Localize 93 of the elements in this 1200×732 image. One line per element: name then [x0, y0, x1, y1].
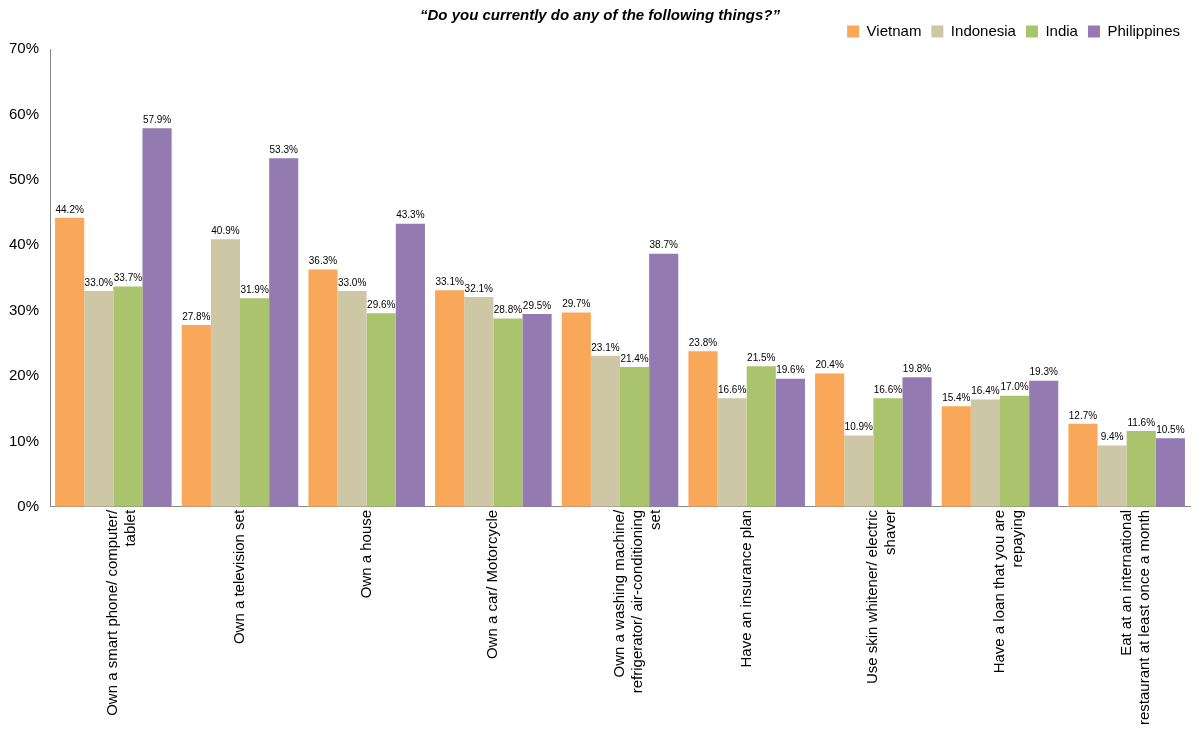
bar — [620, 366, 650, 507]
y-tick-label: 20% — [8, 366, 40, 384]
bar — [902, 377, 932, 507]
bar — [1155, 438, 1185, 507]
x-tick-label: Own a washing machine/ refrigerator/ air-conditioning set — [610, 509, 664, 694]
data-label: 19.3% — [1029, 366, 1058, 378]
bar — [873, 398, 903, 507]
data-label: 12.7% — [1068, 409, 1098, 421]
data-label: 9.4% — [1100, 431, 1124, 443]
bar — [649, 253, 679, 507]
bar — [1126, 431, 1156, 507]
y-tick-label: 50% — [8, 169, 40, 187]
data-label: 31.9% — [240, 283, 269, 295]
data-label: 38.7% — [649, 239, 678, 251]
data-label: 29.6% — [367, 299, 396, 311]
data-label: 15.4% — [942, 391, 971, 403]
bar — [55, 217, 85, 507]
bar — [522, 313, 552, 507]
y-tick-label: 60% — [8, 104, 40, 122]
data-label: 33.7% — [113, 272, 143, 284]
x-tick-label: Have an insurance plan — [736, 509, 754, 668]
data-label: 10.5% — [1156, 423, 1185, 435]
data-label: 44.2% — [55, 203, 84, 215]
legend-label: Vietnam — [866, 21, 922, 39]
legend-label: Indonesia — [950, 21, 1017, 39]
data-label: 19.6% — [776, 364, 805, 376]
y-tick-label: 40% — [8, 235, 40, 253]
data-label: 36.3% — [308, 255, 338, 267]
bar — [1068, 423, 1098, 507]
data-label: 16.4% — [971, 385, 1000, 397]
chart-title: “Do you currently do any of the following things?” — [419, 6, 781, 23]
x-tick-label: Own a smart phone/ computer/ tablet — [103, 509, 139, 716]
bar — [113, 286, 143, 507]
bar — [590, 355, 621, 507]
bar — [210, 239, 241, 507]
bar — [142, 128, 172, 507]
data-label: 33.0% — [84, 276, 114, 288]
bar — [435, 290, 465, 507]
bar — [84, 291, 114, 507]
data-label: 17.0% — [1000, 381, 1029, 393]
bar — [775, 378, 805, 507]
data-label: 29.7% — [562, 298, 591, 310]
bar — [746, 366, 776, 507]
x-tick-label: Have a loan that you are repaying — [990, 509, 1026, 674]
data-label: 43.3% — [396, 209, 425, 221]
bar — [717, 398, 747, 507]
data-label: 40.9% — [211, 225, 240, 237]
data-label: 19.8% — [902, 363, 932, 375]
y-tick-label: 70% — [8, 39, 40, 57]
data-label: 11.6% — [1127, 416, 1156, 428]
data-label: 16.6% — [873, 384, 903, 396]
data-label: 10.9% — [844, 421, 874, 433]
bar — [181, 325, 211, 507]
data-label: 28.8% — [493, 304, 523, 316]
data-label: 23.8% — [688, 336, 718, 348]
bar — [493, 318, 523, 507]
bar — [815, 373, 845, 507]
bar — [970, 399, 1000, 507]
bar — [464, 296, 494, 507]
bar — [240, 298, 270, 507]
y-tick-label: 30% — [8, 300, 40, 318]
data-label: 57.9% — [142, 113, 172, 125]
bar — [308, 269, 338, 507]
bar — [1097, 445, 1127, 507]
x-tick-label: Own a television set — [230, 509, 248, 645]
x-tick-label: Own a car/ Motorcycle — [483, 509, 501, 660]
data-label: 33.1% — [435, 276, 464, 288]
bar — [688, 351, 718, 507]
data-label: 21.5% — [747, 351, 776, 363]
data-label: 32.1% — [464, 282, 494, 294]
bar — [269, 158, 299, 507]
data-label: 21.4% — [620, 352, 649, 364]
data-label: 29.5% — [522, 299, 552, 311]
data-label: 33.0% — [337, 276, 367, 288]
bar — [1029, 380, 1059, 507]
data-label: 23.1% — [591, 341, 620, 353]
legend-label: Philippines — [1107, 21, 1180, 39]
data-label: 27.8% — [182, 310, 211, 322]
y-tick-label: 0% — [17, 497, 40, 515]
y-tick-label: 10% — [8, 431, 40, 449]
x-tick-label: Own a house — [356, 509, 374, 599]
bar — [366, 313, 396, 507]
data-label: 53.3% — [269, 143, 298, 155]
bar — [844, 435, 874, 507]
x-tick-label: Use skin whitener/ electric shaver — [863, 509, 899, 685]
bar — [1000, 395, 1030, 507]
bar — [337, 291, 367, 507]
bar — [395, 223, 425, 507]
legend-label: India — [1045, 21, 1079, 39]
data-label: 20.4% — [815, 359, 844, 371]
data-label: 16.6% — [717, 384, 747, 396]
bar — [941, 406, 971, 507]
bar — [561, 312, 591, 507]
